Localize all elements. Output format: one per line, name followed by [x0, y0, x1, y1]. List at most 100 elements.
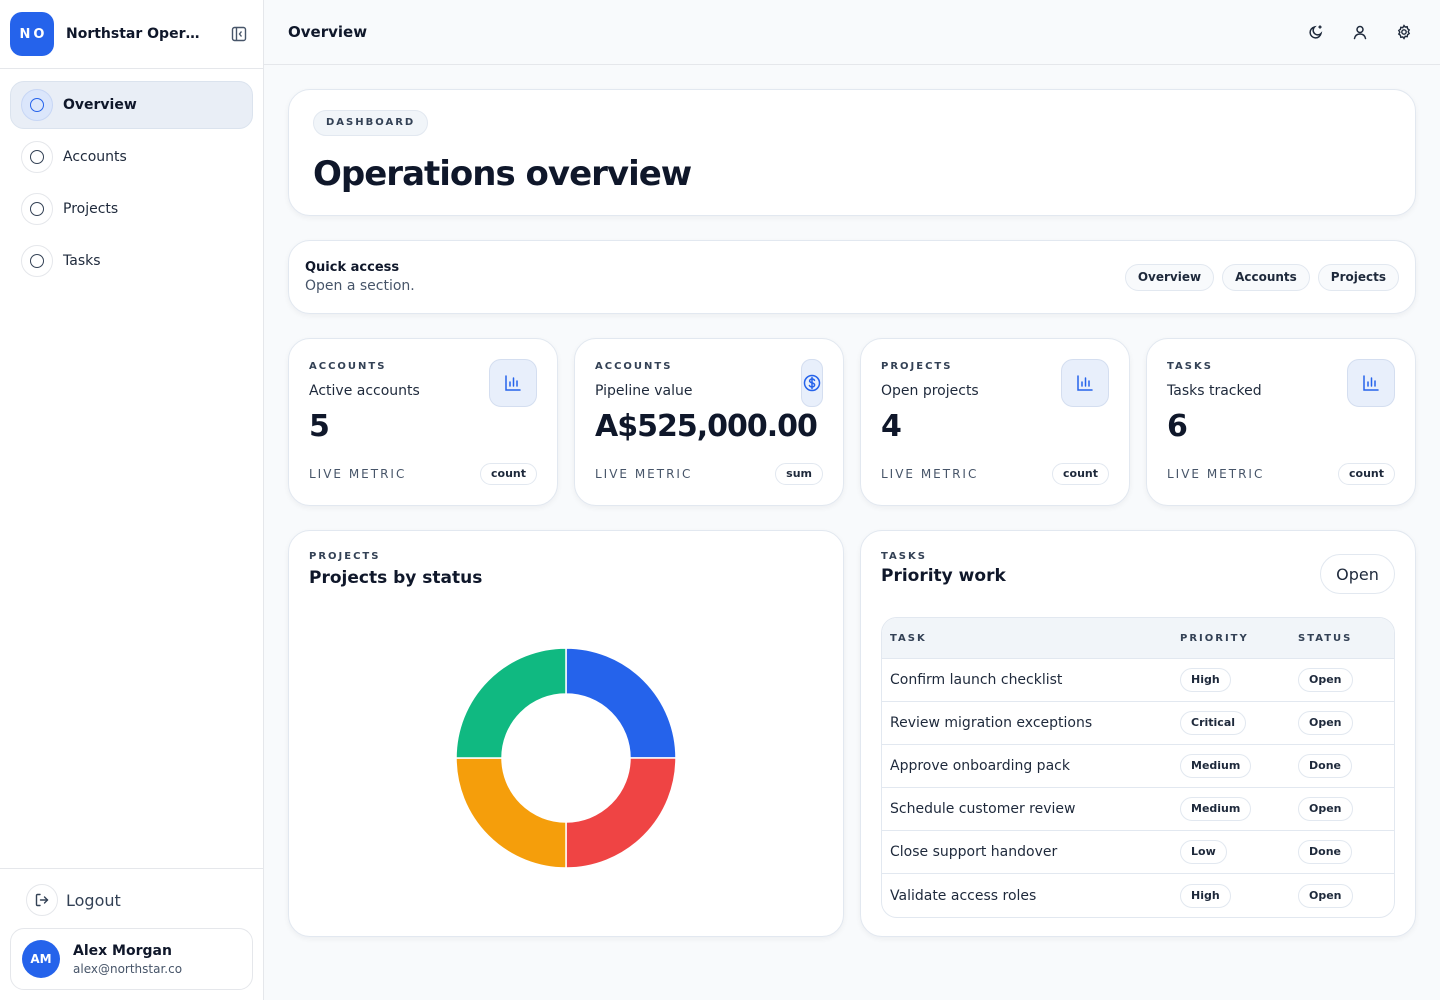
gear-icon[interactable]	[1392, 20, 1416, 44]
column-header-status[interactable]: STATUS	[1298, 632, 1353, 644]
metric-value: A$525,000.00	[595, 409, 818, 444]
table-row[interactable]: Confirm launch checklist High Open	[882, 659, 1394, 702]
user-email: alex@northstar.co	[73, 961, 183, 976]
sidebar-item-accounts[interactable]: Accounts	[10, 133, 253, 181]
priority-badge: High	[1180, 883, 1231, 908]
brand-name: Northstar Operations	[66, 26, 208, 42]
metric-label: Active accounts	[309, 383, 420, 399]
metric-card-tasks-tracked[interactable]: TASKS Tasks tracked 6 LIVE METRIC count	[1146, 338, 1416, 506]
sidebar-footer: Logout AM Alex Morgan alex@northstar.co	[0, 868, 263, 1000]
chart-category: PROJECTS	[309, 551, 381, 562]
column-header-task[interactable]: TASK	[890, 632, 927, 644]
bar-chart-icon	[1061, 359, 1109, 407]
quick-link-accounts[interactable]: Accounts	[1222, 263, 1310, 291]
status-badge: Open	[1298, 883, 1353, 908]
hero-card: DASHBOARD Operations overview	[288, 89, 1416, 216]
metric-aggregate-badge: sum	[775, 463, 823, 485]
brand-header: NO Northstar Operations	[0, 0, 263, 69]
circle-icon	[21, 245, 53, 277]
quick-access-subtitle: Open a section.	[305, 278, 415, 294]
metric-category: ACCOUNTS	[595, 361, 673, 372]
logout-button[interactable]: Logout	[10, 883, 253, 917]
tasks-table: TASK PRIORITY STATUS Confirm launch chec…	[881, 617, 1395, 918]
logout-label: Logout	[66, 890, 121, 910]
priority-badge: Medium	[1180, 754, 1252, 778]
quick-access-title: Quick access	[305, 260, 400, 275]
table-row[interactable]: Validate access roles High Open	[882, 874, 1394, 917]
avatar: AM	[22, 940, 60, 978]
circle-icon	[21, 193, 53, 225]
user-icon[interactable]	[1348, 20, 1372, 44]
dollar-icon	[801, 359, 823, 407]
user-card[interactable]: AM Alex Morgan alex@northstar.co	[10, 928, 253, 990]
sidebar-item-overview[interactable]: Overview	[10, 81, 253, 129]
sidebar-nav: Overview Accounts Projects Tasks	[0, 69, 263, 301]
metric-category: ACCOUNTS	[309, 361, 387, 372]
metric-value: 5	[309, 409, 330, 444]
table-row[interactable]: Approve onboarding pack Medium Done	[882, 745, 1394, 788]
sidebar-collapse-icon[interactable]	[228, 23, 250, 45]
status-badge: Open	[1298, 797, 1353, 821]
moon-icon[interactable]	[1304, 20, 1328, 44]
status-badge: Open	[1298, 668, 1353, 692]
circle-icon	[21, 141, 53, 173]
table-row[interactable]: Schedule customer review Medium Open	[882, 788, 1394, 831]
table-row[interactable]: Review migration exceptions Critical Ope…	[882, 702, 1394, 745]
metric-card-open-projects[interactable]: PROJECTS Open projects 4 LIVE METRIC cou…	[860, 338, 1130, 506]
priority-badge: High	[1180, 668, 1231, 692]
status-badge: Done	[1298, 840, 1352, 864]
sidebar-item-label: Projects	[63, 201, 119, 217]
quick-link-overview[interactable]: Overview	[1124, 263, 1215, 291]
sidebar-item-tasks[interactable]: Tasks	[10, 237, 253, 285]
status-badge: Done	[1298, 754, 1352, 778]
metric-label: Tasks tracked	[1167, 383, 1262, 399]
bar-chart-icon	[1347, 359, 1395, 407]
donut-slice-1[interactable]	[565, 757, 676, 868]
column-header-priority[interactable]: PRIORITY	[1180, 632, 1249, 644]
sidebar-item-label: Tasks	[63, 253, 101, 269]
topbar: Overview	[264, 0, 1440, 65]
donut-slice-0[interactable]	[565, 648, 676, 759]
open-button[interactable]: Open	[1320, 554, 1395, 594]
sidebar: NO Northstar Operations Overview Account…	[0, 0, 264, 1000]
sidebar-item-projects[interactable]: Projects	[10, 185, 253, 233]
projects-chart-card: PROJECTS Projects by status	[288, 530, 844, 937]
task-name: Confirm launch checklist	[890, 672, 1063, 688]
priority-badge: Critical	[1180, 711, 1247, 735]
chart-title: Projects by status	[309, 568, 483, 588]
user-name: Alex Morgan	[73, 942, 172, 959]
metric-live-label: LIVE METRIC	[881, 467, 979, 481]
metric-card-pipeline-value[interactable]: ACCOUNTS Pipeline value A$525,000.00 LIV…	[574, 338, 844, 506]
brand-logo[interactable]: NO	[10, 12, 54, 56]
hero-title: Operations overview	[313, 154, 692, 194]
circle-icon	[21, 89, 53, 121]
priority-badge: Low	[1180, 840, 1227, 864]
quick-access-card: Quick access Open a section. Overview Ac…	[288, 240, 1416, 314]
priority-work-title: Priority work	[881, 566, 1006, 586]
metric-value: 6	[1167, 409, 1188, 444]
donut-slice-3[interactable]	[456, 648, 567, 759]
page-title: Overview	[288, 23, 368, 41]
priority-work-card: TASKS Priority work Open TASK PRIORITY S…	[860, 530, 1416, 937]
sidebar-item-label: Overview	[63, 97, 137, 113]
task-name: Close support handover	[890, 844, 1058, 860]
metric-aggregate-badge: count	[1052, 463, 1109, 485]
donut-chart	[456, 648, 676, 868]
dashboard-tag: DASHBOARD	[313, 110, 429, 136]
quick-link-projects[interactable]: Projects	[1317, 263, 1399, 291]
logout-icon	[26, 884, 58, 916]
status-badge: Open	[1298, 711, 1353, 735]
metric-card-active-accounts[interactable]: ACCOUNTS Active accounts 5 LIVE METRIC c…	[288, 338, 558, 506]
table-header: TASK PRIORITY STATUS	[882, 618, 1394, 659]
metric-label: Pipeline value	[595, 383, 693, 399]
table-row[interactable]: Close support handover Low Done	[882, 831, 1394, 874]
metric-label: Open projects	[881, 383, 979, 399]
sidebar-item-label: Accounts	[63, 149, 127, 165]
metric-live-label: LIVE METRIC	[309, 467, 407, 481]
donut-slice-2[interactable]	[456, 757, 567, 868]
bar-chart-icon	[489, 359, 537, 407]
metric-aggregate-badge: count	[480, 463, 537, 485]
metric-value: 4	[881, 409, 902, 444]
metric-aggregate-badge: count	[1338, 463, 1395, 485]
priority-badge: Medium	[1180, 797, 1252, 821]
